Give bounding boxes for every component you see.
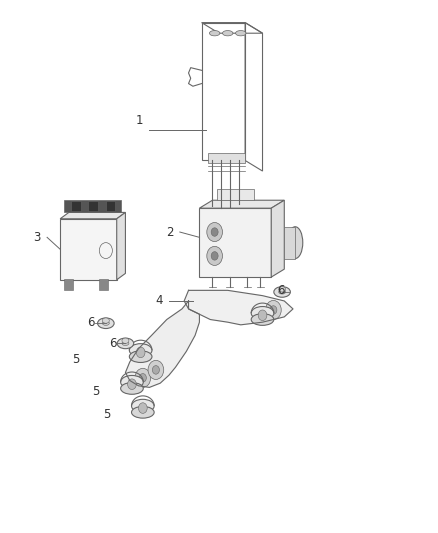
Circle shape: [127, 379, 136, 390]
Ellipse shape: [279, 290, 286, 294]
Ellipse shape: [288, 227, 303, 259]
Bar: [208, 152, 245, 163]
Ellipse shape: [131, 399, 154, 413]
Circle shape: [138, 403, 147, 414]
Ellipse shape: [279, 287, 286, 292]
Ellipse shape: [131, 407, 154, 418]
Text: 6: 6: [88, 316, 95, 329]
Ellipse shape: [209, 30, 220, 36]
Text: 6: 6: [109, 337, 117, 350]
Circle shape: [211, 252, 218, 260]
Bar: [217, 189, 254, 200]
Ellipse shape: [251, 314, 274, 325]
Circle shape: [258, 310, 267, 320]
Ellipse shape: [236, 30, 246, 36]
Bar: [106, 201, 116, 211]
Ellipse shape: [120, 375, 143, 389]
Circle shape: [265, 301, 281, 319]
Polygon shape: [60, 213, 125, 219]
Polygon shape: [64, 200, 121, 213]
Ellipse shape: [122, 341, 129, 345]
Text: 1: 1: [135, 114, 143, 127]
Ellipse shape: [120, 383, 143, 394]
Ellipse shape: [102, 318, 110, 323]
Text: 6: 6: [277, 284, 284, 297]
Polygon shape: [125, 301, 199, 387]
Ellipse shape: [129, 344, 152, 357]
Text: 4: 4: [155, 294, 162, 308]
Ellipse shape: [117, 338, 134, 349]
Text: 3: 3: [33, 231, 41, 244]
Circle shape: [136, 347, 145, 358]
Ellipse shape: [223, 30, 233, 36]
Text: 5: 5: [92, 385, 99, 398]
Circle shape: [207, 246, 223, 265]
Circle shape: [135, 368, 151, 387]
Circle shape: [148, 360, 164, 379]
Bar: [199, 208, 271, 277]
Ellipse shape: [122, 338, 129, 343]
Circle shape: [270, 306, 277, 314]
Polygon shape: [117, 213, 125, 280]
Text: 5: 5: [72, 353, 80, 366]
Ellipse shape: [129, 351, 152, 362]
Ellipse shape: [251, 306, 274, 320]
Bar: [64, 279, 73, 290]
Text: 5: 5: [103, 408, 110, 422]
Polygon shape: [184, 290, 293, 325]
Polygon shape: [199, 200, 284, 208]
Circle shape: [211, 228, 218, 236]
Text: 2: 2: [166, 225, 173, 239]
Bar: [88, 201, 98, 211]
Bar: [60, 219, 117, 280]
Circle shape: [207, 222, 223, 241]
Ellipse shape: [102, 321, 110, 325]
Polygon shape: [271, 200, 284, 277]
Ellipse shape: [98, 318, 114, 328]
Bar: [284, 227, 295, 259]
Bar: [71, 201, 81, 211]
Circle shape: [139, 374, 146, 382]
Circle shape: [152, 366, 159, 374]
Ellipse shape: [274, 287, 290, 297]
Bar: [99, 279, 108, 290]
